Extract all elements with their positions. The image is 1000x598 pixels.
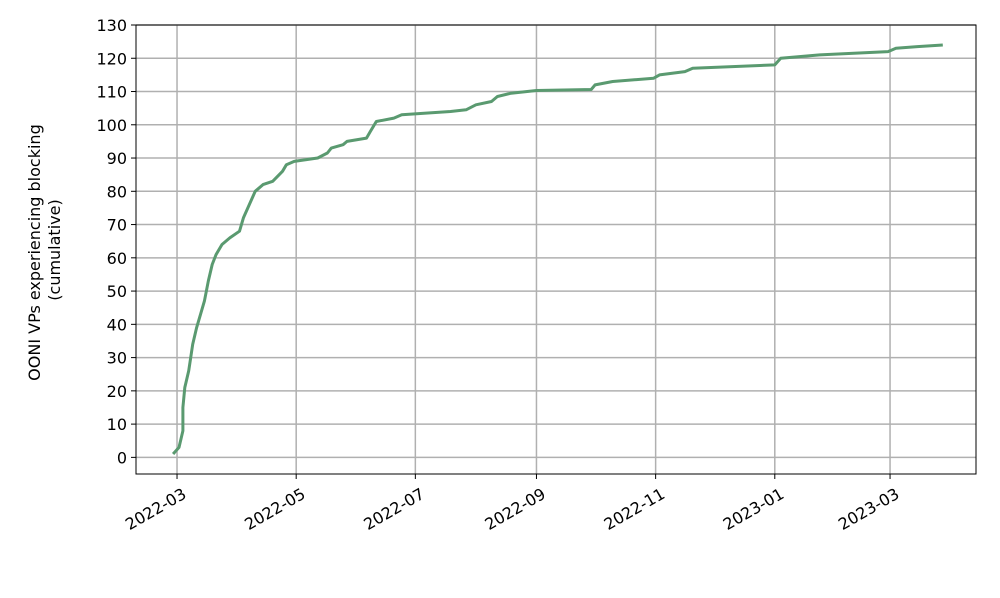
y-tick-label: 60 bbox=[107, 249, 127, 268]
x-axis: 2022-03 2022-05 2022-07 2022-09 2022-11 2023-… bbox=[122, 474, 902, 534]
y-tick-label: 20 bbox=[107, 382, 127, 401]
x-tick-label: 2023-01 bbox=[720, 484, 787, 534]
y-tick-label: 70 bbox=[107, 216, 127, 235]
y-axis-label: OONI VPs experiencing blocking (cumulati… bbox=[25, 119, 64, 381]
y-axis: 0 10 20 30 40 50 60 70 80 90 100 110 120 130 bbox=[96, 16, 136, 467]
y-tick-label: 0 bbox=[117, 448, 127, 467]
y-tick-label: 10 bbox=[107, 415, 127, 434]
plot-frame bbox=[135, 24, 977, 475]
x-tick-label: 2022-03 bbox=[122, 484, 189, 534]
x-tick-label: 2022-11 bbox=[601, 484, 668, 534]
y-tick-label: 50 bbox=[107, 282, 127, 301]
y-tick-label: 130 bbox=[96, 16, 127, 35]
y-tick-label: 40 bbox=[107, 315, 127, 334]
y-tick-label: 120 bbox=[96, 49, 127, 68]
y-tick-label: 90 bbox=[107, 149, 127, 168]
x-tick-label: 2022-05 bbox=[241, 484, 308, 534]
y-tick-label: 80 bbox=[107, 182, 127, 201]
y-tick-label: 30 bbox=[107, 349, 127, 368]
y-axis-label-line-1: OONI VPs experiencing blocking bbox=[25, 124, 44, 381]
x-tick-label: 2022-07 bbox=[360, 484, 427, 534]
y-axis-label-line-2: (cumulative) bbox=[45, 199, 64, 300]
x-tick-label: 2023-03 bbox=[835, 484, 902, 534]
series-line bbox=[171, 43, 943, 455]
y-tick-label: 110 bbox=[96, 83, 127, 102]
y-tick-label: 100 bbox=[96, 116, 127, 135]
grid bbox=[136, 24, 976, 474]
x-tick-label: 2022-09 bbox=[481, 484, 548, 534]
